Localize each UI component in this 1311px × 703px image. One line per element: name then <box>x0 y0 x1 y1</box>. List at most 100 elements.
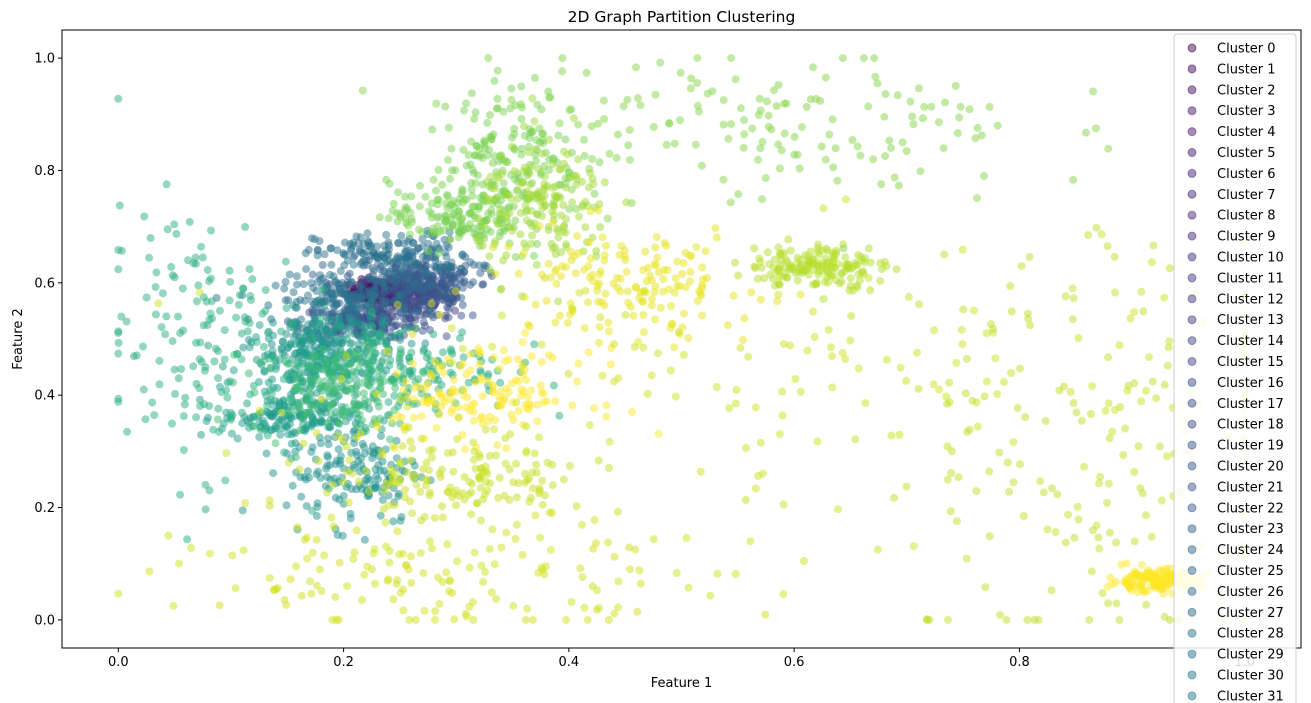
cluster-point <box>514 269 523 278</box>
cluster-point <box>1019 511 1028 520</box>
cluster-point <box>563 319 572 327</box>
cluster-point <box>1039 488 1048 497</box>
cluster-point <box>246 390 255 399</box>
cluster-point <box>334 338 343 347</box>
cluster-point <box>315 565 324 574</box>
cluster-point <box>349 260 358 269</box>
cluster-point <box>598 233 607 242</box>
cluster-point <box>1097 230 1106 239</box>
cluster-point <box>357 294 366 302</box>
cluster-point <box>271 439 280 448</box>
cluster-point <box>973 123 982 132</box>
cluster-point <box>651 282 660 291</box>
cluster-point <box>522 448 531 457</box>
cluster-point <box>1003 458 1012 467</box>
cluster-point <box>554 297 563 306</box>
cluster-point <box>756 295 765 304</box>
cluster-point <box>488 342 497 351</box>
cluster-point <box>349 253 358 262</box>
y-tick-label: 0.6 <box>34 276 55 291</box>
cluster-point <box>176 490 185 499</box>
cluster-point <box>652 233 661 242</box>
cluster-point <box>628 408 637 417</box>
cluster-point <box>389 595 398 604</box>
cluster-point <box>502 189 511 198</box>
cluster-point <box>345 300 354 309</box>
cluster-point <box>1124 381 1133 390</box>
cluster-point <box>162 180 171 189</box>
cluster-point <box>533 100 542 109</box>
cluster-point <box>604 327 613 336</box>
cluster-point <box>698 263 707 272</box>
cluster-point <box>993 121 1002 130</box>
cluster-point <box>220 355 229 364</box>
cluster-point <box>731 75 740 84</box>
cluster-point <box>789 265 797 274</box>
cluster-point <box>389 200 398 208</box>
cluster-point <box>355 357 364 365</box>
cluster-point <box>365 274 374 283</box>
cluster-point <box>876 259 885 267</box>
cluster-point <box>319 365 328 374</box>
cluster-point <box>578 521 586 529</box>
cluster-point <box>861 398 870 407</box>
cluster-point <box>308 234 316 243</box>
cluster-point <box>793 150 802 159</box>
cluster-point <box>378 296 387 305</box>
cluster-point <box>698 283 706 292</box>
cluster-point <box>391 277 400 286</box>
cluster-point <box>353 350 362 359</box>
cluster-point <box>267 425 276 434</box>
cluster-point <box>636 579 645 588</box>
cluster-point <box>626 302 635 311</box>
cluster-point <box>774 290 783 299</box>
cluster-point <box>447 396 456 405</box>
legend-entry: Cluster 1 <box>1217 62 1276 77</box>
cluster-point <box>323 453 332 462</box>
cluster-point <box>536 381 545 390</box>
cluster-point <box>848 136 857 144</box>
cluster-point <box>995 448 1004 457</box>
cluster-point <box>1160 380 1169 389</box>
cluster-point <box>584 348 593 357</box>
cluster-point <box>887 143 896 152</box>
cluster-point <box>543 458 552 467</box>
cluster-point <box>685 251 694 260</box>
cluster-point <box>523 604 532 613</box>
cluster-point <box>1043 525 1052 534</box>
cluster-point <box>502 528 511 537</box>
cluster-point <box>829 163 838 172</box>
cluster-point <box>985 532 994 541</box>
cluster-point <box>1023 615 1032 624</box>
cluster-point <box>526 180 535 189</box>
cluster-point <box>516 208 525 217</box>
cluster-point <box>806 247 815 256</box>
cluster-point <box>557 248 565 257</box>
cluster-point <box>751 264 760 272</box>
cluster-point <box>402 324 411 333</box>
cluster-point <box>832 249 841 258</box>
cluster-point <box>441 266 450 275</box>
cluster-point <box>241 222 250 231</box>
cluster-point <box>195 384 204 393</box>
cluster-point <box>778 411 787 420</box>
cluster-point <box>493 66 502 75</box>
cluster-point <box>520 239 529 248</box>
cluster-point <box>575 212 583 221</box>
cluster-point <box>595 279 603 288</box>
cluster-point <box>530 340 539 349</box>
cluster-point <box>393 300 402 309</box>
cluster-point <box>322 464 331 473</box>
legend-marker <box>1187 168 1197 178</box>
cluster-point <box>982 377 991 386</box>
cluster-point <box>222 449 231 458</box>
cluster-point <box>693 297 702 306</box>
cluster-point <box>605 149 614 158</box>
cluster-point <box>210 357 219 366</box>
cluster-point <box>729 291 738 300</box>
legend-marker <box>1187 482 1197 492</box>
cluster-point <box>527 386 536 395</box>
cluster-point <box>462 370 471 379</box>
cluster-point <box>786 341 795 350</box>
cluster-point <box>269 318 277 327</box>
